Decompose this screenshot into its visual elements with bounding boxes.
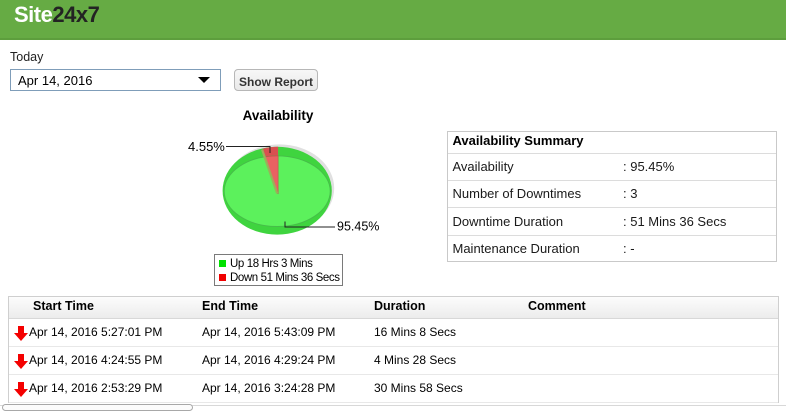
svg-text:4.55%: 4.55%	[188, 139, 225, 154]
svg-text:95.45%: 95.45%	[337, 220, 379, 234]
